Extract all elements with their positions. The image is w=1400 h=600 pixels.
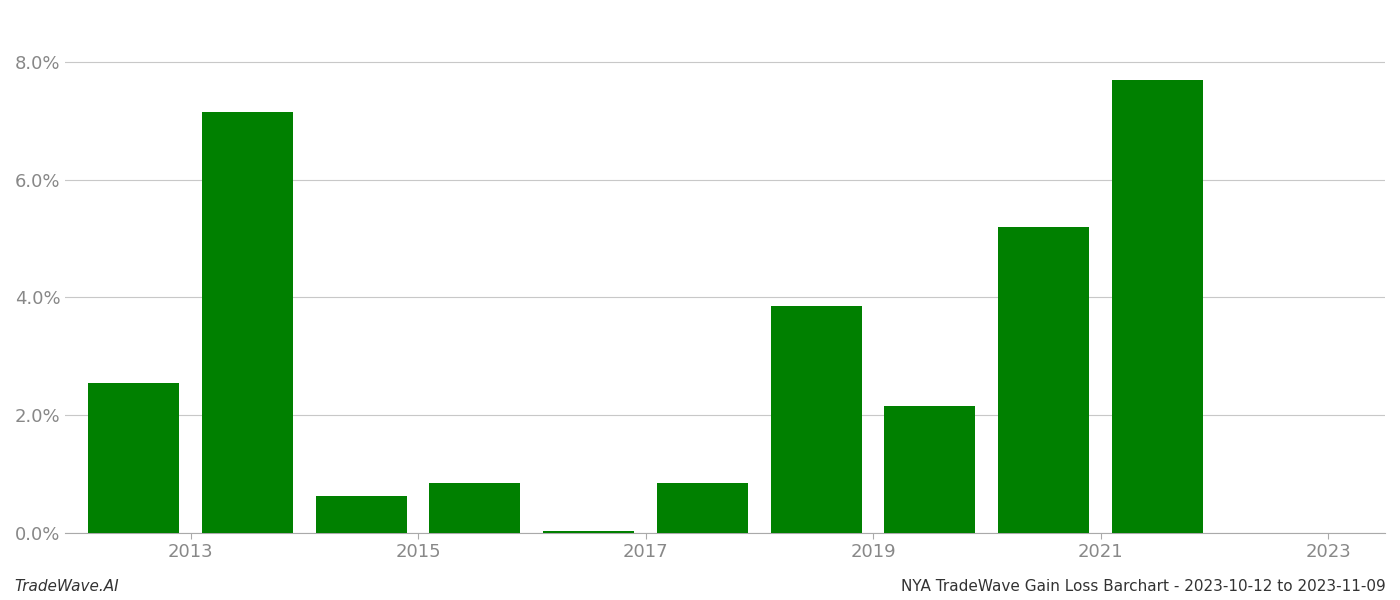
Text: TradeWave.AI: TradeWave.AI xyxy=(14,579,119,594)
Bar xyxy=(1112,80,1203,533)
Bar xyxy=(771,306,862,533)
Bar xyxy=(998,227,1089,533)
Bar xyxy=(657,482,748,533)
Bar xyxy=(885,406,976,533)
Bar xyxy=(430,482,521,533)
Bar xyxy=(88,383,179,533)
Bar xyxy=(202,112,293,533)
Bar xyxy=(316,496,407,533)
Text: NYA TradeWave Gain Loss Barchart - 2023-10-12 to 2023-11-09: NYA TradeWave Gain Loss Barchart - 2023-… xyxy=(902,579,1386,594)
Bar xyxy=(543,532,634,533)
